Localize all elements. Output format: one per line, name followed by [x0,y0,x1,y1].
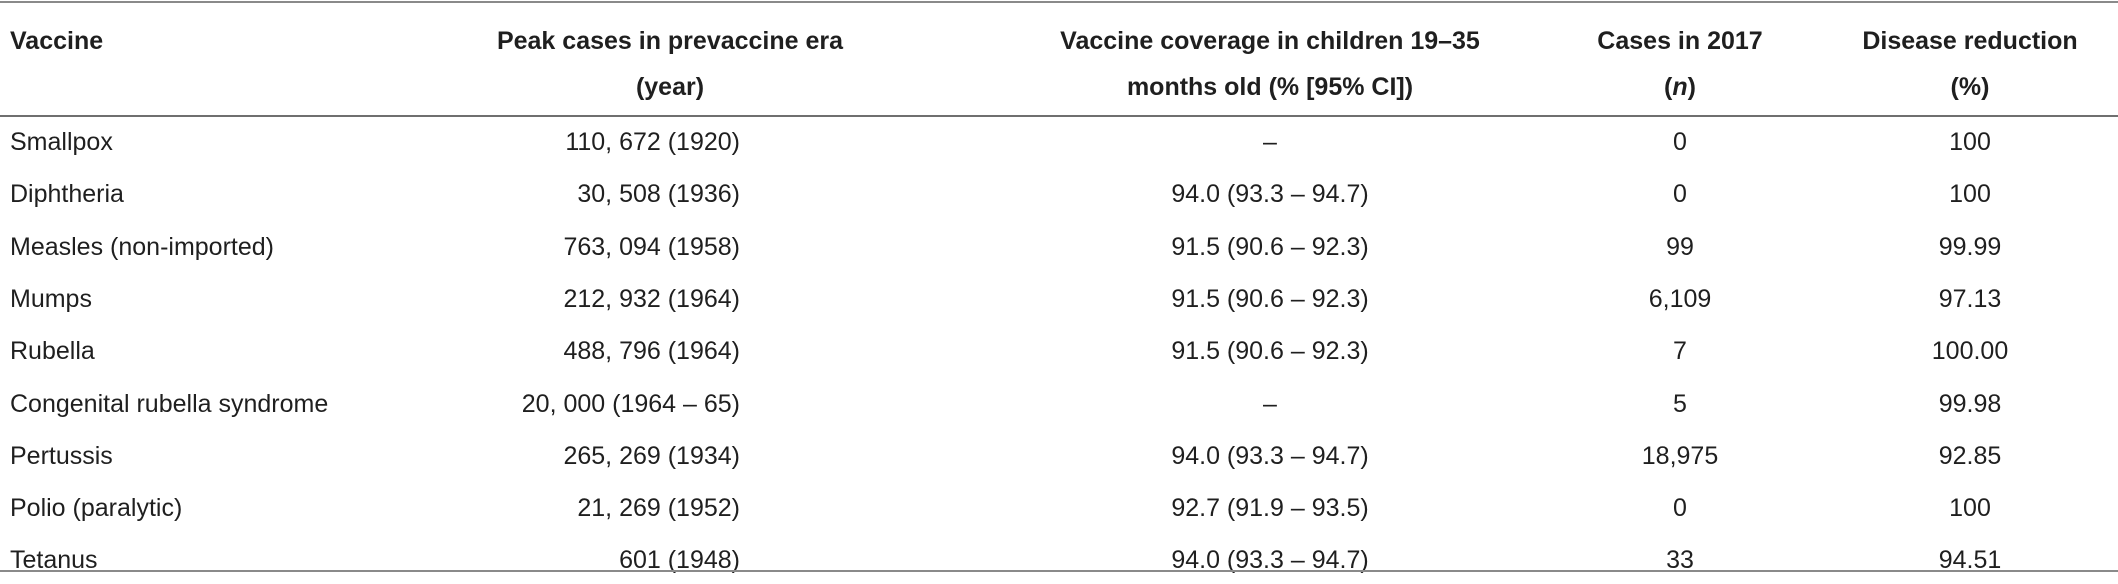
header-coverage-line1: Vaccine coverage in children 19–35 [1060,27,1480,55]
cell-coverage: 92.7 (91.9 – 93.5) [1171,494,1369,523]
header-vaccine: Vaccine [10,18,103,64]
cell-reduction: 94.51 [1938,546,2002,575]
cell-peak: 763, 094 (1958) [563,232,740,261]
cell-vaccine: Polio (paralytic) [10,494,183,523]
cell-coverage: – [1263,389,1277,418]
header-reduction-line1: Disease reduction [1862,27,2078,55]
table-row: Smallpox 110, 672 (1920) – 0 100 [0,119,2118,166]
cell-reduction: 100 [1949,494,1991,523]
header-cases-line2: (n) [1664,73,1696,101]
cell-vaccine: Smallpox [10,128,113,156]
cell-cases: 7 [1673,337,1687,366]
header-peak-cases: Peak cases in prevaccine era (year) [390,18,950,110]
cell-peak: 212, 932 (1964) [563,284,740,313]
table-row: Congenital rubella syndrome 20, 000 (1964… [0,381,2118,428]
cell-coverage: – [1263,128,1277,156]
header-divider-rule [0,115,2118,117]
cell-vaccine: Rubella [10,337,95,366]
table-row: Polio (paralytic) 21, 269 (1952) 92.7 (91.… [0,485,2118,532]
cell-vaccine: Measles (non-imported) [10,232,274,261]
header-peak-line1: Peak cases in prevaccine era [496,27,844,55]
cell-reduction: 97.13 [1938,284,2002,313]
cell-peak: 488, 796 (1964) [563,337,740,366]
header-vaccine-label: Vaccine [10,27,104,55]
header-cases-2017: Cases in 2017 (n) [1560,18,1800,110]
table-row: Measles (non-imported) 763, 094 (1958) 91.… [0,224,2118,271]
cell-vaccine: Congenital rubella syndrome [10,389,329,418]
cell-peak: 265, 269 (1934) [563,441,740,470]
cell-cases: 99 [1666,232,1694,261]
cell-reduction: 99.98 [1938,389,2002,418]
header-coverage: Vaccine coverage in children 19–35 month… [960,18,1580,110]
cell-coverage: 94.0 (93.3 – 94.7) [1171,546,1369,575]
header-coverage-line2: months old (% [95% CI]) [1126,73,1414,101]
cell-cases: 6,109 [1648,284,1712,313]
cell-coverage: 91.5 (90.6 – 92.3) [1171,284,1369,313]
cell-peak: 20, 000 (1964 – 65) [521,389,740,418]
cell-reduction: 100 [1949,128,1991,156]
cell-vaccine: Diphtheria [10,180,124,209]
cell-reduction: 100 [1949,180,1991,209]
cell-vaccine: Tetanus [10,546,98,575]
cell-peak: 601 (1948) [619,546,740,575]
cell-cases: 18,975 [1641,441,1719,470]
cell-vaccine: Pertussis [10,441,113,470]
header-peak-line2: (year) [635,73,705,101]
cell-coverage: 91.5 (90.6 – 92.3) [1171,232,1369,261]
table-row: Diphtheria 30, 508 (1936) 94.0 (93.3 – 94.… [0,171,2118,218]
cell-cases: 33 [1666,546,1694,575]
cell-vaccine: Mumps [10,284,92,313]
header-cases-n: n [1672,73,1688,101]
header-reduction: Disease reduction (%) [1830,18,2110,110]
cell-cases: 5 [1673,389,1687,418]
cell-cases: 0 [1673,494,1687,523]
header-reduction-line2: (%) [1950,73,1990,101]
table-row: Mumps 212, 932 (1964) 91.5 (90.6 – 92.3) 6,… [0,276,2118,323]
cell-peak: 21, 269 (1952) [577,494,740,523]
table-bottom-rule [0,570,2118,572]
cell-peak: 110, 672 (1920) [565,128,740,156]
cell-reduction: 99.99 [1938,232,2002,261]
cell-cases: 0 [1673,128,1687,156]
table-top-rule [0,1,2118,3]
table-row: Tetanus 601 (1948) 94.0 (93.3 – 94.7) 33 94.… [0,537,2118,584]
cell-coverage: 94.0 (93.3 – 94.7) [1171,180,1369,209]
header-cases-line1: Cases in 2017 [1597,27,1763,55]
cell-coverage: 91.5 (90.6 – 92.3) [1171,337,1369,366]
cell-peak: 30, 508 (1936) [577,180,740,209]
cell-reduction: 100.00 [1931,337,2009,366]
cell-coverage: 94.0 (93.3 – 94.7) [1171,441,1369,470]
table-row: Pertussis 265, 269 (1934) 94.0 (93.3 – 94.… [0,433,2118,480]
cell-cases: 0 [1673,180,1687,209]
table-row: Rubella 488, 796 (1964) 91.5 (90.6 – 92.3)… [0,328,2118,375]
cell-reduction: 92.85 [1938,441,2002,470]
